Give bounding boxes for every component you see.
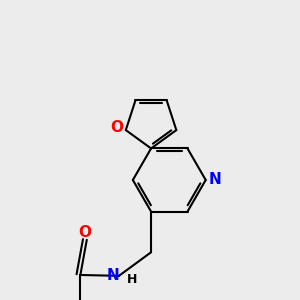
- Text: N: N: [106, 268, 119, 283]
- Text: O: O: [111, 120, 124, 135]
- Text: N: N: [209, 172, 221, 188]
- Text: O: O: [78, 225, 91, 240]
- Text: H: H: [127, 273, 137, 286]
